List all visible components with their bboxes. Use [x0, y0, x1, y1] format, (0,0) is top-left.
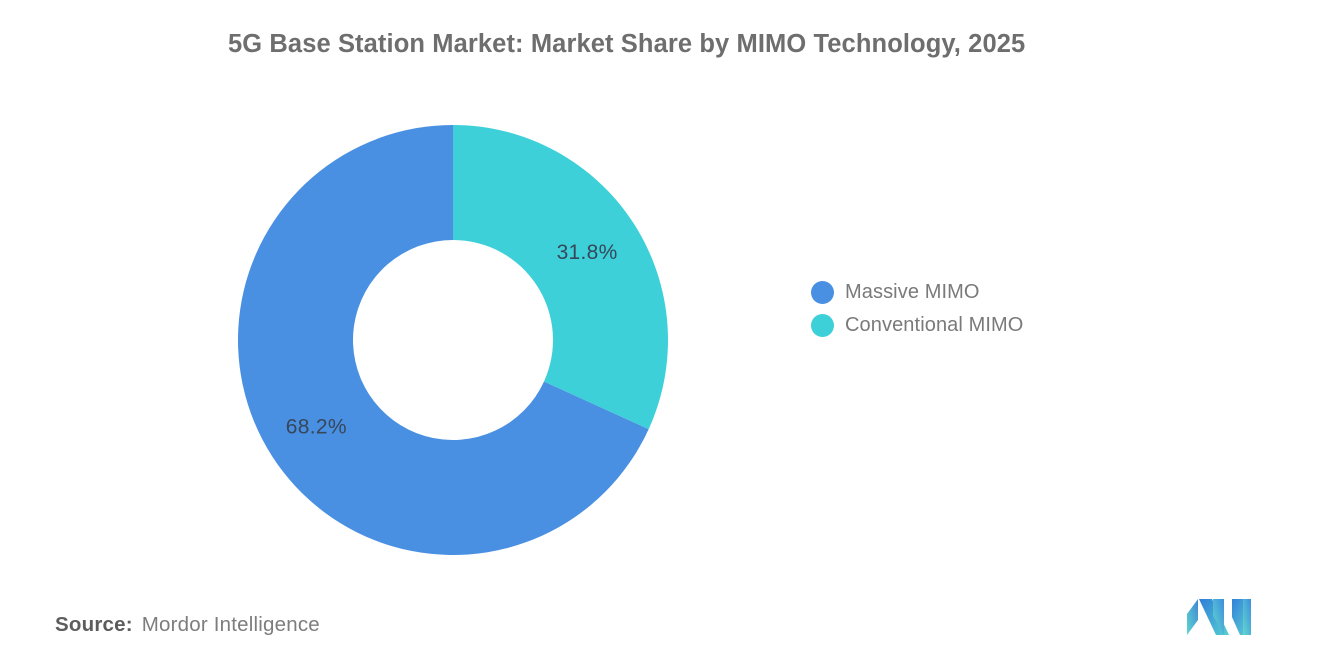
source-line: Source: Mordor Intelligence: [55, 613, 320, 637]
legend-item-label: Conventional MIMO: [845, 314, 1024, 336]
mordor-intelligence-logo-icon: [1186, 598, 1252, 636]
legend-item-conventional-mimo[interactable]: Conventional MIMO: [811, 314, 1023, 337]
source-value: Mordor Intelligence: [141, 613, 320, 636]
legend-item-label: Massive MIMO: [845, 281, 980, 303]
logo-svg: [1187, 599, 1251, 635]
donut-chart: 68.2% 31.8%: [237, 124, 669, 556]
donut-slice-massive-mimo[interactable]: [238, 125, 649, 555]
legend-swatch-icon: [811, 314, 834, 337]
legend-item-massive-mimo[interactable]: Massive MIMO: [811, 281, 1023, 304]
donut-slice-conventional-mimo[interactable]: [453, 125, 668, 430]
donut-label-massive-mimo: 68.2%: [286, 415, 347, 438]
chart-legend: Massive MIMO Conventional MIMO: [811, 281, 1023, 337]
donut-slices: [238, 125, 668, 555]
source-label: Source:: [55, 613, 133, 636]
donut-label-conventional-mimo: 31.8%: [557, 241, 618, 264]
legend-swatch-icon: [811, 281, 834, 304]
donut-chart-svg: 68.2% 31.8%: [238, 125, 668, 555]
chart-title: 5G Base Station Market: Market Share by …: [228, 30, 1026, 58]
